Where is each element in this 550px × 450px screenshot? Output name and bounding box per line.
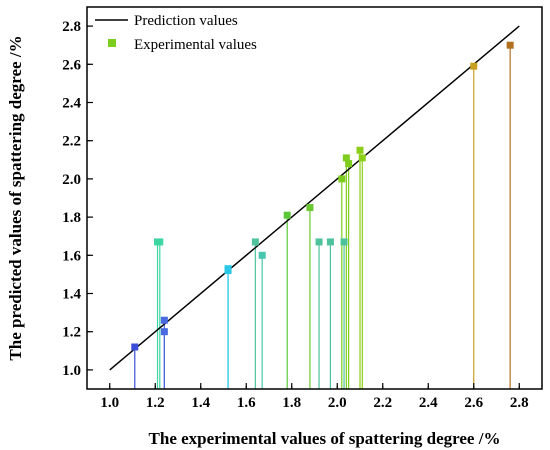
data-point (160, 316, 168, 324)
y-tick-label: 2.8 (62, 19, 81, 35)
y-tick-label: 2.0 (62, 172, 81, 188)
y-tick-label: 1.6 (62, 248, 81, 264)
x-tick-label: 1.0 (100, 395, 119, 411)
tick-labels: 1.0 1.2 1.4 1.6 1.8 2.0 2.2 2.4 2.6 2.8 1.0 1.2 1.4 1… (62, 19, 528, 411)
x-tick-label: 1.6 (237, 395, 256, 411)
data-point (306, 204, 314, 212)
drop-lines (134, 45, 511, 389)
x-tick-label: 1.4 (191, 395, 210, 411)
x-tick-label: 1.8 (282, 395, 301, 411)
x-tick-label: 2.0 (328, 395, 347, 411)
data-point (342, 154, 350, 162)
x-tick-label: 1.2 (146, 395, 165, 411)
y-tick-label: 2.6 (62, 57, 81, 73)
data-point (470, 62, 478, 70)
legend-label-prediction: Prediction values (134, 13, 238, 29)
legend: Prediction values Experimental values (95, 13, 257, 53)
data-point (506, 41, 514, 49)
y-tick-label: 1.0 (62, 363, 81, 379)
data-point (315, 238, 323, 246)
y-tick-label: 1.8 (62, 210, 81, 226)
y-axis-title: The predicted values of spattering degre… (6, 35, 25, 360)
data-point (345, 160, 353, 168)
y-tick-label: 2.2 (62, 134, 81, 150)
y-tick-label: 1.4 (62, 287, 81, 303)
data-point (156, 238, 164, 246)
data-point (338, 175, 346, 183)
x-tick-label: 2.8 (510, 395, 529, 411)
data-point (251, 238, 259, 246)
data-point (358, 154, 366, 162)
data-point (160, 328, 168, 336)
y-tick-label: 1.2 (62, 325, 81, 341)
data-markers (131, 41, 514, 351)
data-point (340, 238, 348, 246)
x-tick-label: 2.6 (464, 395, 483, 411)
data-point (356, 146, 364, 154)
prediction-line (109, 25, 520, 371)
data-point (131, 343, 139, 351)
legend-marker-swatch (108, 39, 116, 47)
data-point (326, 238, 334, 246)
data-point (283, 211, 291, 219)
legend-label-experimental: Experimental values (134, 37, 257, 53)
plot-frame (86, 6, 543, 390)
axis-ticks (87, 25, 520, 389)
x-tick-label: 2.2 (373, 395, 392, 411)
data-point (258, 251, 266, 259)
y-tick-label: 2.4 (62, 96, 81, 112)
data-point (224, 267, 232, 275)
x-tick-label: 2.4 (419, 395, 438, 411)
x-axis-title: The experimental values of spattering de… (149, 429, 501, 448)
